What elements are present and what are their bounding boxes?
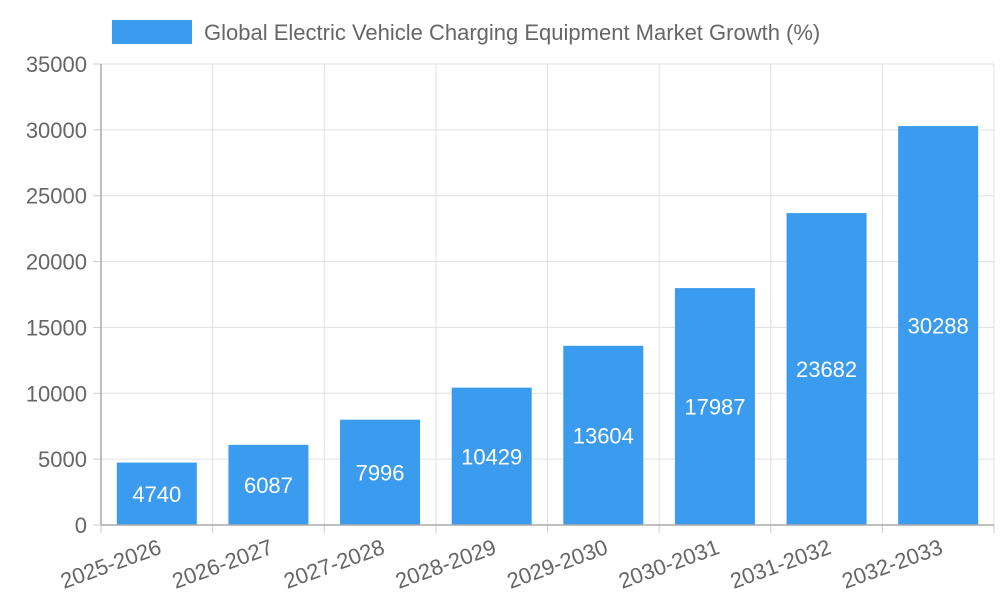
bar-value-label: 30288 — [908, 314, 969, 339]
y-tick-label: 15000 — [26, 315, 87, 340]
bar-value-label: 23682 — [796, 357, 857, 382]
bar — [563, 345, 644, 525]
bar-value-label: 6087 — [244, 473, 293, 498]
y-tick-label: 25000 — [26, 184, 87, 209]
bar — [340, 419, 421, 525]
x-tick-label: 2029-2030 — [504, 534, 611, 593]
legend-label: Global Electric Vehicle Charging Equipme… — [204, 20, 820, 45]
bar — [228, 444, 309, 525]
y-tick-label: 10000 — [26, 381, 87, 406]
bar-value-label: 17987 — [684, 395, 745, 420]
y-tick-label: 0 — [75, 513, 87, 538]
y-tick-label: 20000 — [26, 250, 87, 275]
bar-value-label: 7996 — [356, 460, 405, 485]
x-tick-label: 2025-2026 — [57, 534, 164, 593]
legend: Global Electric Vehicle Charging Equipme… — [112, 20, 820, 45]
grid-layer — [100, 63, 995, 526]
x-tick-label: 2031-2032 — [727, 534, 834, 593]
y-tick-label: 35000 — [26, 52, 87, 77]
y-tick-label: 30000 — [26, 118, 87, 143]
bar-value-label: 10429 — [461, 444, 522, 469]
y-tick-label: 5000 — [38, 447, 87, 472]
x-tick-label: 2030-2031 — [615, 534, 722, 593]
x-tick-label: 2032-2033 — [838, 534, 945, 593]
legend-swatch — [112, 20, 192, 44]
x-tick-label: 2027-2028 — [280, 534, 387, 593]
bar — [898, 126, 979, 525]
bar-value-label: 4740 — [132, 482, 181, 507]
bar-value-label: 13604 — [573, 423, 634, 448]
bar — [786, 213, 867, 526]
axes-layer — [93, 63, 995, 533]
bar — [116, 462, 197, 525]
bar — [674, 288, 755, 525]
bars-layer — [116, 126, 979, 526]
bar — [451, 387, 532, 525]
x-tick-label: 2028-2029 — [392, 534, 499, 593]
x-tick-label: 2026-2027 — [169, 534, 276, 593]
